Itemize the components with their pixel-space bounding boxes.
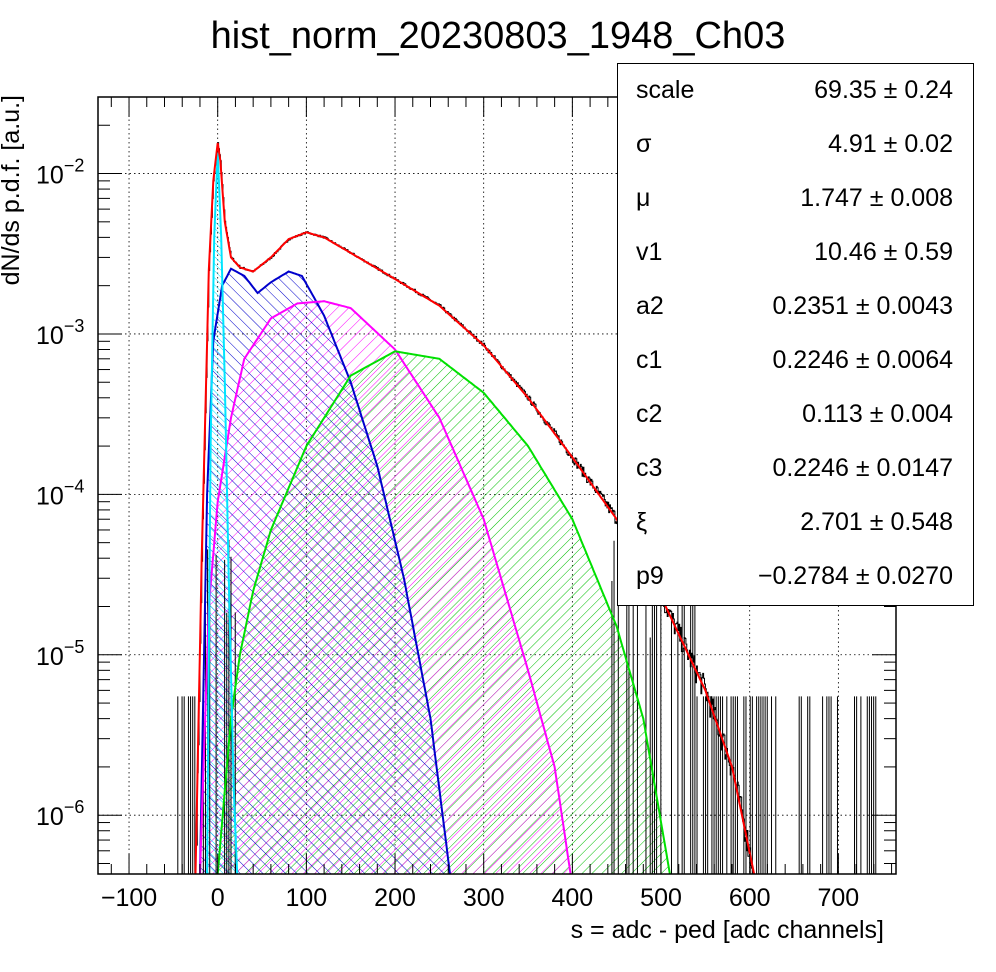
x-tick-label: 200 bbox=[374, 884, 416, 912]
x-tick-label: 600 bbox=[729, 884, 771, 912]
x-tick-label: 700 bbox=[818, 884, 860, 912]
stat-name: a2 bbox=[636, 292, 664, 320]
y-tick-label: 10−6 bbox=[36, 797, 84, 831]
stat-value: 0.2351 ± 0.0043 bbox=[772, 292, 953, 320]
y-axis-label: dN/ds p.d.f. [a.u.] bbox=[0, 95, 25, 285]
stat-value: 4.91 ± 0.02 bbox=[828, 130, 953, 158]
stat-name: scale bbox=[636, 76, 695, 104]
x-axis-label: s = adc - ped [adc channels] bbox=[571, 916, 884, 944]
stat-row: c1 0.2246 ± 0.0064 bbox=[618, 334, 973, 388]
stat-name: c3 bbox=[636, 454, 663, 482]
stat-name: p9 bbox=[636, 562, 664, 590]
x-tick-label: 300 bbox=[463, 884, 505, 912]
x-tick-labels: −100 0 100 200 300 400 500 600 700 bbox=[101, 884, 859, 912]
stat-row: a2 0.2351 ± 0.0043 bbox=[618, 280, 973, 334]
stat-row: c3 0.2246 ± 0.0147 bbox=[618, 442, 973, 496]
component-fills bbox=[200, 152, 670, 874]
y-tick-label: 10−4 bbox=[36, 476, 84, 510]
stat-value: 0.2246 ± 0.0064 bbox=[772, 346, 953, 374]
stat-value: 0.2246 ± 0.0147 bbox=[772, 454, 953, 482]
stat-value: 69.35 ± 0.24 bbox=[814, 76, 953, 104]
stat-row: μ 1.747 ± 0.008 bbox=[618, 172, 973, 226]
blue-component-curve bbox=[199, 267, 451, 874]
stat-row: σ 4.91 ± 0.02 bbox=[618, 118, 973, 172]
chart-title: hist_norm_20230803_1948_Ch03 bbox=[211, 15, 786, 57]
fit-stats-box: scale 69.35 ± 0.24 σ 4.91 ± 0.02 μ 1.747 ± 0.… bbox=[617, 63, 974, 606]
stat-row: scale 69.35 ± 0.24 bbox=[618, 64, 973, 118]
x-tick-label: −100 bbox=[101, 884, 157, 912]
x-tick-label: 500 bbox=[640, 884, 682, 912]
stat-name: σ bbox=[636, 130, 652, 158]
x-tick-label: 400 bbox=[552, 884, 594, 912]
cyan-component-curve bbox=[206, 152, 239, 874]
magenta-component-curve bbox=[199, 300, 572, 874]
stat-name: c2 bbox=[636, 400, 663, 428]
y-tick-label: 10−5 bbox=[36, 637, 84, 671]
stat-name: c1 bbox=[636, 346, 663, 374]
stat-value: 10.46 ± 0.59 bbox=[814, 238, 953, 266]
y-tick-label: 10−2 bbox=[36, 156, 84, 190]
stat-row: c2 0.113 ± 0.004 bbox=[618, 388, 973, 442]
stat-row: ξ 2.701 ± 0.548 bbox=[618, 496, 973, 550]
stat-row: v1 10.46 ± 0.59 bbox=[618, 226, 973, 280]
x-tick-label: 0 bbox=[211, 884, 225, 912]
stat-row: p9 −0.2784 ± 0.0270 bbox=[618, 550, 973, 604]
stat-name: ξ bbox=[636, 508, 648, 536]
stat-value: 0.113 ± 0.004 bbox=[802, 400, 953, 428]
y-tick-labels: 10−2 10−3 10−4 10−5 10−6 bbox=[36, 156, 84, 832]
blue-component-fill bbox=[200, 268, 450, 874]
x-tick-label: 100 bbox=[286, 884, 328, 912]
y-tick-label: 10−3 bbox=[36, 316, 84, 350]
stat-value: 2.701 ± 0.548 bbox=[800, 508, 953, 536]
green-component-curve bbox=[216, 350, 671, 874]
stat-name: v1 bbox=[636, 238, 663, 266]
stat-name: μ bbox=[636, 184, 651, 212]
stat-value: 1.747 ± 0.008 bbox=[800, 184, 953, 212]
stat-value: −0.2784 ± 0.0270 bbox=[757, 562, 953, 590]
